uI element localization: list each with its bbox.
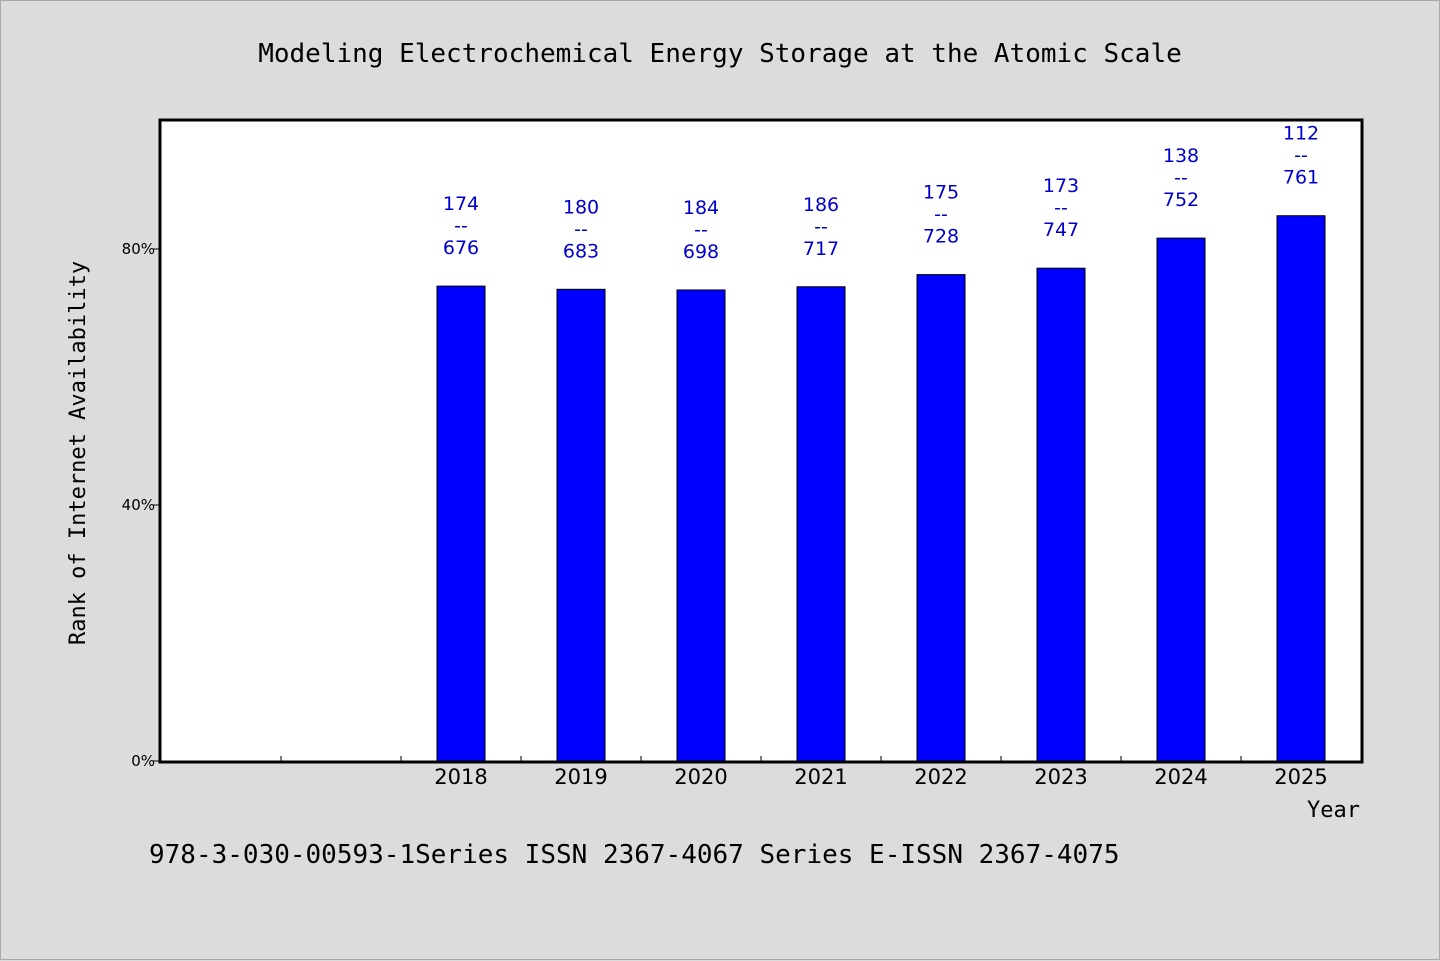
bar-data-label: 683: [563, 240, 599, 262]
bar-data-label: 698: [683, 241, 719, 263]
y-tick-label: 40%: [122, 496, 155, 514]
footer-isbn-text: 978-3-030-00593-1Series ISSN 2367-4067 S…: [149, 840, 1120, 870]
x-tick-label: 2020: [674, 765, 727, 789]
bar: [1276, 215, 1326, 762]
bar-data-label: 138: [1163, 145, 1199, 167]
bar-data-label: --: [1054, 197, 1068, 219]
bar-data-label: 174: [443, 193, 479, 215]
bar-data-label: --: [1294, 145, 1308, 167]
bar-data-label: --: [454, 215, 468, 237]
x-axis-title: Year: [1307, 798, 1360, 823]
chart-title: Modeling Electrochemical Energy Storage …: [258, 39, 1182, 69]
bar-data-label: 180: [563, 196, 599, 218]
bar: [556, 288, 606, 762]
bar-data-label: --: [694, 219, 708, 241]
bar-data-label: 173: [1043, 175, 1079, 197]
bar-data-label: --: [574, 218, 588, 240]
bar-data-label: 747: [1043, 219, 1079, 241]
y-axis-title: Rank of Internet Availability: [66, 261, 91, 645]
bar-data-label: 186: [803, 194, 839, 216]
x-tick-label: 2018: [434, 765, 487, 789]
bar-data-label: 752: [1163, 189, 1199, 211]
bar-data-label: 728: [923, 226, 959, 248]
bar-data-label: --: [934, 204, 948, 226]
bar: [676, 289, 726, 762]
x-tick-label: 2025: [1274, 765, 1327, 789]
bars: [436, 215, 1326, 762]
bar: [1156, 237, 1206, 762]
x-tick-label: 2019: [554, 765, 607, 789]
x-tick-label: 2021: [794, 765, 847, 789]
x-tick-label: 2024: [1154, 765, 1207, 789]
y-axis: 0% 40% 80%: [122, 240, 161, 770]
bar-data-label: --: [1174, 167, 1188, 189]
y-tick-label: 80%: [122, 240, 155, 258]
bar: [796, 286, 846, 762]
bar-data-label: 112: [1283, 123, 1319, 145]
data-labels: 174--676180--683184--698186--717175--728…: [443, 123, 1319, 263]
y-tick-label: 0%: [131, 752, 155, 770]
bar-data-label: 761: [1283, 167, 1319, 189]
bar: [916, 274, 966, 762]
bar-data-label: 717: [803, 238, 839, 260]
bar-data-label: --: [814, 216, 828, 238]
bar-data-label: 184: [683, 197, 719, 219]
x-tick-label: 2023: [1034, 765, 1087, 789]
x-axis: 2018 2019 2020 2021 2022 2023 2024 2025: [280, 756, 1328, 789]
bar: [1036, 267, 1086, 762]
x-tick-label: 2022: [914, 765, 967, 789]
bar-data-label: 175: [923, 182, 959, 204]
bar-data-label: 676: [443, 237, 479, 259]
bar: [436, 285, 486, 762]
